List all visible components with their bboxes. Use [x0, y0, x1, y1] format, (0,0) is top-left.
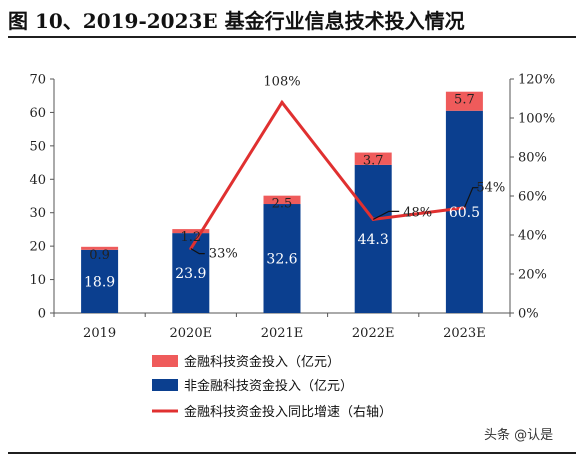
bar-label-non-fintech: 60.5	[449, 205, 480, 221]
growth-line	[189, 99, 479, 255]
bar-fintech	[81, 246, 119, 250]
growth-label-leader	[372, 210, 400, 220]
legend-label: 非金融科技资金投入（亿元）	[184, 378, 353, 394]
left-tick-label: 30	[29, 206, 46, 221]
bar-label-fintech: 5.7	[454, 93, 475, 108]
bar-label-fintech: 2.5	[272, 197, 293, 212]
bar-non-fintech	[354, 164, 392, 313]
bars	[81, 91, 483, 313]
bar-label-non-fintech: 18.9	[84, 274, 115, 290]
bar-label-non-fintech: 32.6	[266, 252, 297, 268]
legend-swatch	[152, 379, 178, 391]
bar-fintech	[172, 229, 210, 234]
growth-label-leader	[190, 248, 205, 255]
right-tick-label: 0%	[518, 307, 539, 322]
growth-label: 33%	[209, 247, 238, 262]
x-tick-label: 2021E	[261, 326, 304, 341]
bar-non-fintech	[81, 249, 119, 313]
left-tick-label: 60	[29, 106, 46, 121]
bar-label-fintech: 1.2	[180, 230, 201, 245]
bottom-divider	[8, 452, 576, 454]
growth-label: 108%	[263, 74, 300, 89]
legend-label: 金融科技资金投入（亿元）	[184, 354, 340, 370]
bar-non-fintech	[445, 110, 483, 313]
legend-label: 金融科技资金投入同比增速（右轴）	[184, 404, 392, 420]
bar-label-non-fintech: 23.9	[175, 266, 206, 282]
growth-point	[280, 100, 284, 104]
left-tick-label: 50	[29, 139, 46, 154]
data-labels: 18.9 0.9 23.9 1.2 32.6 2.5 44.3 3.7 60.5 5.7 33% 10…	[84, 74, 505, 290]
right-tick-label: 40%	[518, 229, 547, 244]
bar-fintech	[354, 152, 392, 165]
right-tick-label: 100%	[518, 112, 555, 127]
bar-fintech	[263, 195, 301, 205]
x-tick-label: 2020E	[170, 326, 213, 341]
left-tick-label: 20	[29, 240, 46, 255]
legend-swatch	[152, 355, 178, 367]
bar-fintech	[445, 91, 483, 111]
right-tick-label: 80%	[518, 151, 547, 166]
x-tick-label: 2019	[83, 326, 116, 341]
axes: 0 10 20 30 40 50 60 70 0% 20% 40% 60% 80% 100% 120% 201…	[29, 73, 555, 342]
bar-non-fintech	[263, 204, 301, 313]
left-tick-label: 40	[29, 173, 46, 188]
watermark: 头条 @认是	[484, 428, 554, 443]
right-tick-label: 60%	[518, 190, 547, 205]
bar-label-non-fintech: 44.3	[358, 232, 389, 248]
right-tick-label: 120%	[518, 73, 555, 88]
growth-line-path	[189, 99, 465, 250]
growth-label-leader	[463, 187, 479, 208]
growth-label: 48%	[403, 205, 432, 220]
left-tick-label: 10	[29, 273, 46, 288]
right-tick-label: 20%	[518, 268, 547, 283]
left-tick-label: 70	[29, 73, 46, 88]
bar-label-fintech: 0.9	[89, 248, 110, 263]
bar-label-fintech: 3.7	[363, 154, 384, 169]
growth-label: 54%	[476, 181, 505, 196]
x-tick-label: 2023E	[443, 326, 486, 341]
page-title: 图 10、2019-2023E 基金行业信息技术投入情况	[8, 9, 465, 33]
legend: 金融科技资金投入（亿元） 非金融科技资金投入（亿元） 金融科技资金投入同比增速（右轴…	[152, 354, 392, 420]
title-divider	[8, 36, 576, 38]
left-tick-label: 0	[38, 307, 46, 322]
x-tick-label: 2022E	[352, 326, 395, 341]
